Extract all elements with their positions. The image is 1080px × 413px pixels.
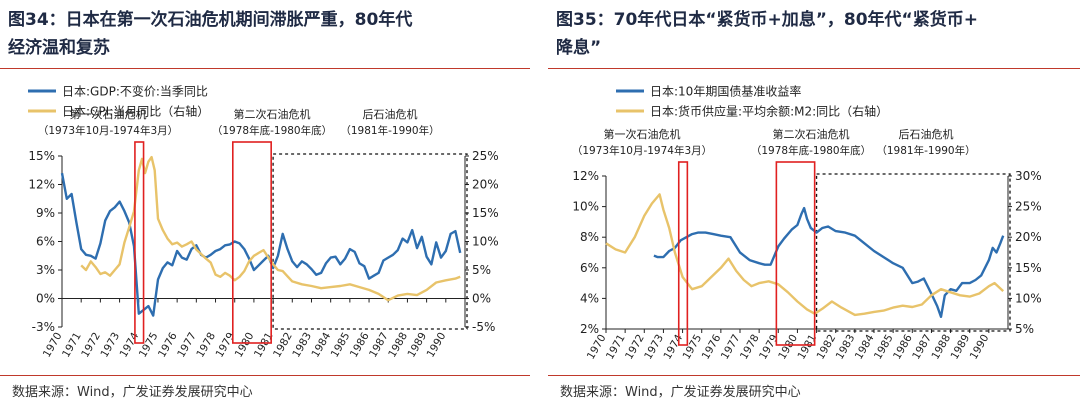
left-ytick-left-label-4: 9% [36, 206, 55, 220]
right-crisis-box-2 [775, 161, 816, 346]
right-source-divider [548, 375, 1080, 376]
right-ytick-right-label-2: 15% [1015, 261, 1042, 275]
right-ytick-right-label-1: 10% [1015, 291, 1042, 305]
left-annotation-title-3: 后石油危机 [363, 107, 418, 121]
left-chart-title: 图34：日本在第一次石油危机期间滞胀严重，80年代 经济温和复苏 [8, 6, 412, 62]
left-legend-label-1: 日本:GDP:不变价:当季同比 [62, 84, 208, 99]
left-title-line1: 图34：日本在第一次石油危机期间滞胀严重，80年代 [8, 10, 413, 30]
left-ytick-left-label-6: 15% [28, 149, 55, 163]
right-legend-label-2: 日本:货币供应量:平均余额:M2:同比（右轴） [650, 104, 888, 119]
right-annotation-title-3: 后石油危机 [899, 127, 954, 141]
left-post-crisis-box [272, 153, 468, 330]
left-ytick-right-label-5: 20% [472, 178, 499, 192]
left-source-divider [0, 375, 530, 376]
left-ytick-left-label-3: 6% [36, 235, 55, 249]
right-series-line-2 [605, 193, 1005, 317]
right-annotation-title-2: 第二次石油危机 [773, 127, 850, 141]
right-annotation-range-3: （1981年-1990年） [876, 144, 975, 157]
left-series-line-2 [80, 155, 461, 302]
right-ytick-right-label-0: 5% [1015, 322, 1034, 336]
right-annotation-range-1: （1973年10月-1974年3月） [572, 144, 712, 157]
left-annotation-title-1: 第一次石油危机 [70, 107, 147, 121]
right-chart-title: 图35：70年代日本“紧货币+加息”，80年代“紧货币+ 降息” [556, 6, 978, 62]
left-ytick-right-label-4: 15% [472, 206, 499, 220]
left-title-line2: 经济温和复苏 [8, 38, 110, 58]
left-ytick-left-label-1: 0% [36, 292, 55, 306]
left-ytick-left-label-5: 12% [28, 178, 55, 192]
right-annotation-title-1: 第一次石油危机 [604, 127, 681, 141]
left-ytick-right-label-0: -5% [472, 320, 495, 334]
right-ytick-right-label-3: 20% [1015, 230, 1042, 244]
left-chart-panel: 图34：日本在第一次石油危机期间滞胀严重，80年代 经济温和复苏 日本:GDP:… [0, 0, 530, 413]
left-annotation-range-1: （1973年10月-1974年3月） [38, 124, 178, 137]
right-xtick-label-1990: 1990 [968, 333, 992, 362]
left-ytick-right-label-6: 25% [472, 149, 499, 163]
right-ytick-left-label-2: 6% [580, 261, 599, 275]
right-legend-label-1: 日本:10年期国债基准收益率 [650, 84, 801, 99]
right-ytick-left-label-1: 4% [580, 291, 599, 305]
left-ytick-right-label-2: 5% [472, 263, 491, 277]
left-annotation-range-3: （1981年-1990年） [340, 124, 439, 137]
right-title-line2: 降息” [556, 38, 602, 58]
right-annotation-range-2: （1978年底-1980年底） [751, 144, 871, 157]
right-ytick-right-label-5: 30% [1015, 169, 1042, 183]
right-ytick-left-label-4: 10% [572, 200, 599, 214]
right-ytick-left-label-3: 8% [580, 230, 599, 244]
left-crisis-box-2 [231, 141, 272, 344]
right-title-line1: 图35：70年代日本“紧货币+加息”，80年代“紧货币+ [556, 10, 978, 30]
left-ytick-right-label-1: 0% [472, 292, 491, 306]
right-post-crisis-box [815, 173, 1011, 332]
left-xtick-label-1990: 1990 [425, 331, 449, 360]
left-title-divider [0, 68, 530, 69]
left-ytick-left-label-0: -3% [32, 320, 55, 334]
right-ytick-right-label-4: 25% [1015, 200, 1042, 214]
right-title-divider [548, 68, 1080, 69]
left-annotation-title-2: 第二次石油危机 [234, 107, 311, 121]
right-crisis-box-1 [677, 161, 689, 346]
right-source-note: 数据来源：Wind，广发证券发展研究中心 [560, 385, 801, 400]
right-series-line-1 [653, 206, 1005, 318]
left-ytick-left-label-2: 3% [36, 263, 55, 277]
right-chart-panel: 图35：70年代日本“紧货币+加息”，80年代“紧货币+ 降息” 日本:10年期… [548, 0, 1080, 413]
left-source-note: 数据来源：Wind，广发证券发展研究中心 [12, 385, 253, 400]
left-ytick-right-label-3: 10% [472, 235, 499, 249]
left-legend-label-2: 日本:CPI:当月同比（右轴） [62, 104, 209, 119]
left-crisis-box-1 [134, 141, 145, 344]
left-annotation-range-2: （1978年底-1980年底） [212, 124, 332, 137]
left-series-line-1 [60, 172, 462, 317]
right-ytick-left-label-0: 2% [580, 322, 599, 336]
right-ytick-left-label-5: 12% [572, 169, 599, 183]
